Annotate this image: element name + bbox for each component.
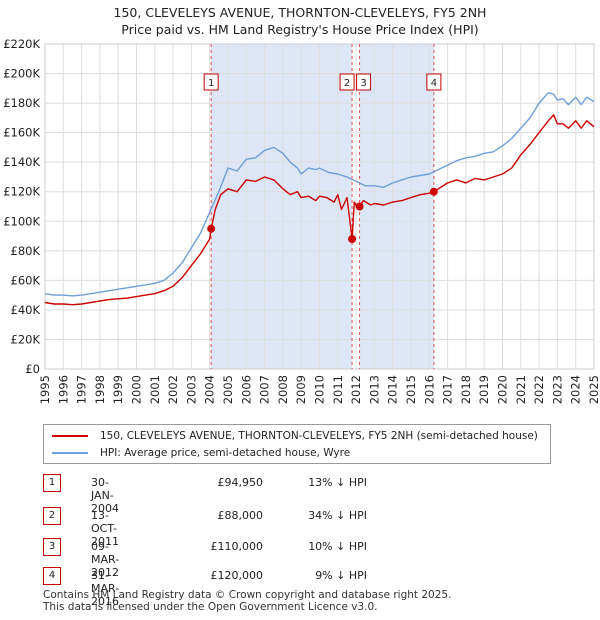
legend-item-hpi: HPI: Average price, semi-detached house,… <box>52 445 350 461</box>
annotation-box <box>356 73 372 91</box>
x-tick-label: 2019 <box>477 375 491 404</box>
x-tick-label: 2010 <box>313 375 327 404</box>
x-tick-label: 2006 <box>239 375 253 404</box>
x-tick-label: 2013 <box>367 375 381 404</box>
hpi-series-line <box>44 92 595 297</box>
chart-title: 150, CLEVELEYS AVENUE, THORNTON-CLEVELEY… <box>0 4 600 38</box>
footer: Contains HM Land Registry data © Crown c… <box>43 589 451 613</box>
y-tick-label: £0 <box>25 362 40 376</box>
transaction-number: 2 <box>43 507 61 525</box>
transaction-date: 09-MAR-2012 <box>91 540 120 579</box>
price-paid-series-line <box>44 114 595 306</box>
y-tick-label: £40K <box>11 303 41 317</box>
annotation-box <box>203 73 219 91</box>
x-tick-label: 2004 <box>203 375 217 404</box>
legend-swatch-hpi <box>52 452 88 454</box>
y-tick-label: £220K <box>3 37 40 51</box>
x-tick-label: 2011 <box>331 375 345 404</box>
y-tick-label: £20K <box>11 332 41 346</box>
x-tick-label: 2018 <box>459 375 473 404</box>
x-tick-label: 2003 <box>184 375 198 404</box>
x-tick-label: 2025 <box>587 375 600 404</box>
transaction-hpi: 34% ↓ HPI <box>308 509 367 522</box>
x-tick-label: 2016 <box>422 375 436 404</box>
x-tick-label: 2023 <box>550 375 564 404</box>
x-tick-label: 2005 <box>221 375 235 404</box>
transaction-hpi: 9% ↓ HPI <box>315 569 367 582</box>
x-tick-label: 1999 <box>111 375 125 404</box>
transaction-number: 1 <box>43 474 61 492</box>
x-tick-label: 1998 <box>93 375 107 404</box>
x-tick-label: 2024 <box>569 375 583 404</box>
transaction-date: 31-MAR-2016 <box>91 569 120 608</box>
y-tick-label: £160K <box>3 126 40 140</box>
x-tick-label: 2001 <box>148 375 162 404</box>
x-tick-label: 2017 <box>441 375 455 404</box>
x-tick-label: 2000 <box>130 375 144 404</box>
footer-copyright: Contains HM Land Registry data © Crown c… <box>43 589 452 601</box>
annotation-label: 3 <box>360 78 366 89</box>
x-tick-label: 2007 <box>258 375 272 404</box>
annotation-label: 2 <box>344 78 350 89</box>
legend-item-price-paid: 150, CLEVELEYS AVENUE, THORNTON-CLEVELEY… <box>52 428 538 444</box>
title-line-1: 150, CLEVELEYS AVENUE, THORNTON-CLEVELEY… <box>113 5 487 20</box>
x-tick-label: 2009 <box>294 375 308 404</box>
y-tick-label: £200K <box>3 67 40 81</box>
y-tick-label: £100K <box>3 214 40 228</box>
title-line-2: Price paid vs. HM Land Registry's House … <box>121 22 479 37</box>
transaction-number: 3 <box>43 538 61 556</box>
transaction-hpi: 10% ↓ HPI <box>308 540 367 553</box>
transaction-price: £120,000 <box>210 569 264 582</box>
legend-label-price-paid: 150, CLEVELEYS AVENUE, THORNTON-CLEVELEY… <box>100 430 538 442</box>
y-tick-label: £140K <box>3 155 40 169</box>
x-tick-label: 2015 <box>404 375 418 404</box>
y-tick-label: £180K <box>3 96 40 110</box>
transaction-hpi: 13% ↓ HPI <box>308 476 367 489</box>
y-tick-label: £120K <box>3 185 40 199</box>
plot-border <box>44 43 595 370</box>
x-tick-label: 1995 <box>38 375 52 404</box>
x-tick-label: 2022 <box>532 375 546 404</box>
x-tick-label: 1996 <box>56 375 70 404</box>
shaded-range <box>359 44 434 369</box>
sale-point <box>355 202 364 211</box>
annotation-label: 1 <box>208 78 214 89</box>
x-tick-label: 2014 <box>386 375 400 404</box>
x-tick-label: 1997 <box>75 375 89 404</box>
shaded-range <box>211 44 353 369</box>
transaction-date: 13-OCT-2011 <box>91 509 119 548</box>
transaction-price: £94,950 <box>217 476 264 489</box>
y-tick-label: £60K <box>11 273 41 287</box>
annotation-label: 4 <box>431 78 437 89</box>
legend: 150, CLEVELEYS AVENUE, THORNTON-CLEVELEY… <box>43 424 551 464</box>
transaction-date: 30-JAN-2004 <box>91 476 119 515</box>
x-tick-label: 2012 <box>349 375 363 404</box>
sale-point <box>207 224 216 233</box>
y-tick-label: £80K <box>11 244 41 258</box>
annotation-box <box>426 73 442 91</box>
sale-point <box>348 235 357 243</box>
x-tick-label: 2020 <box>496 375 510 404</box>
x-tick-label: 2008 <box>276 375 290 404</box>
x-tick-label: 2021 <box>514 375 528 404</box>
sale-point <box>429 187 438 196</box>
transaction-price: £110,000 <box>210 540 264 553</box>
footer-licence: This data is licensed under the Open Gov… <box>43 601 378 613</box>
transaction-price: £88,000 <box>217 509 264 522</box>
legend-swatch-price-paid <box>52 435 88 437</box>
x-tick-label: 2002 <box>166 375 180 404</box>
transaction-number: 4 <box>43 567 61 585</box>
annotation-box <box>339 73 355 91</box>
legend-label-hpi: HPI: Average price, semi-detached house,… <box>100 447 351 459</box>
